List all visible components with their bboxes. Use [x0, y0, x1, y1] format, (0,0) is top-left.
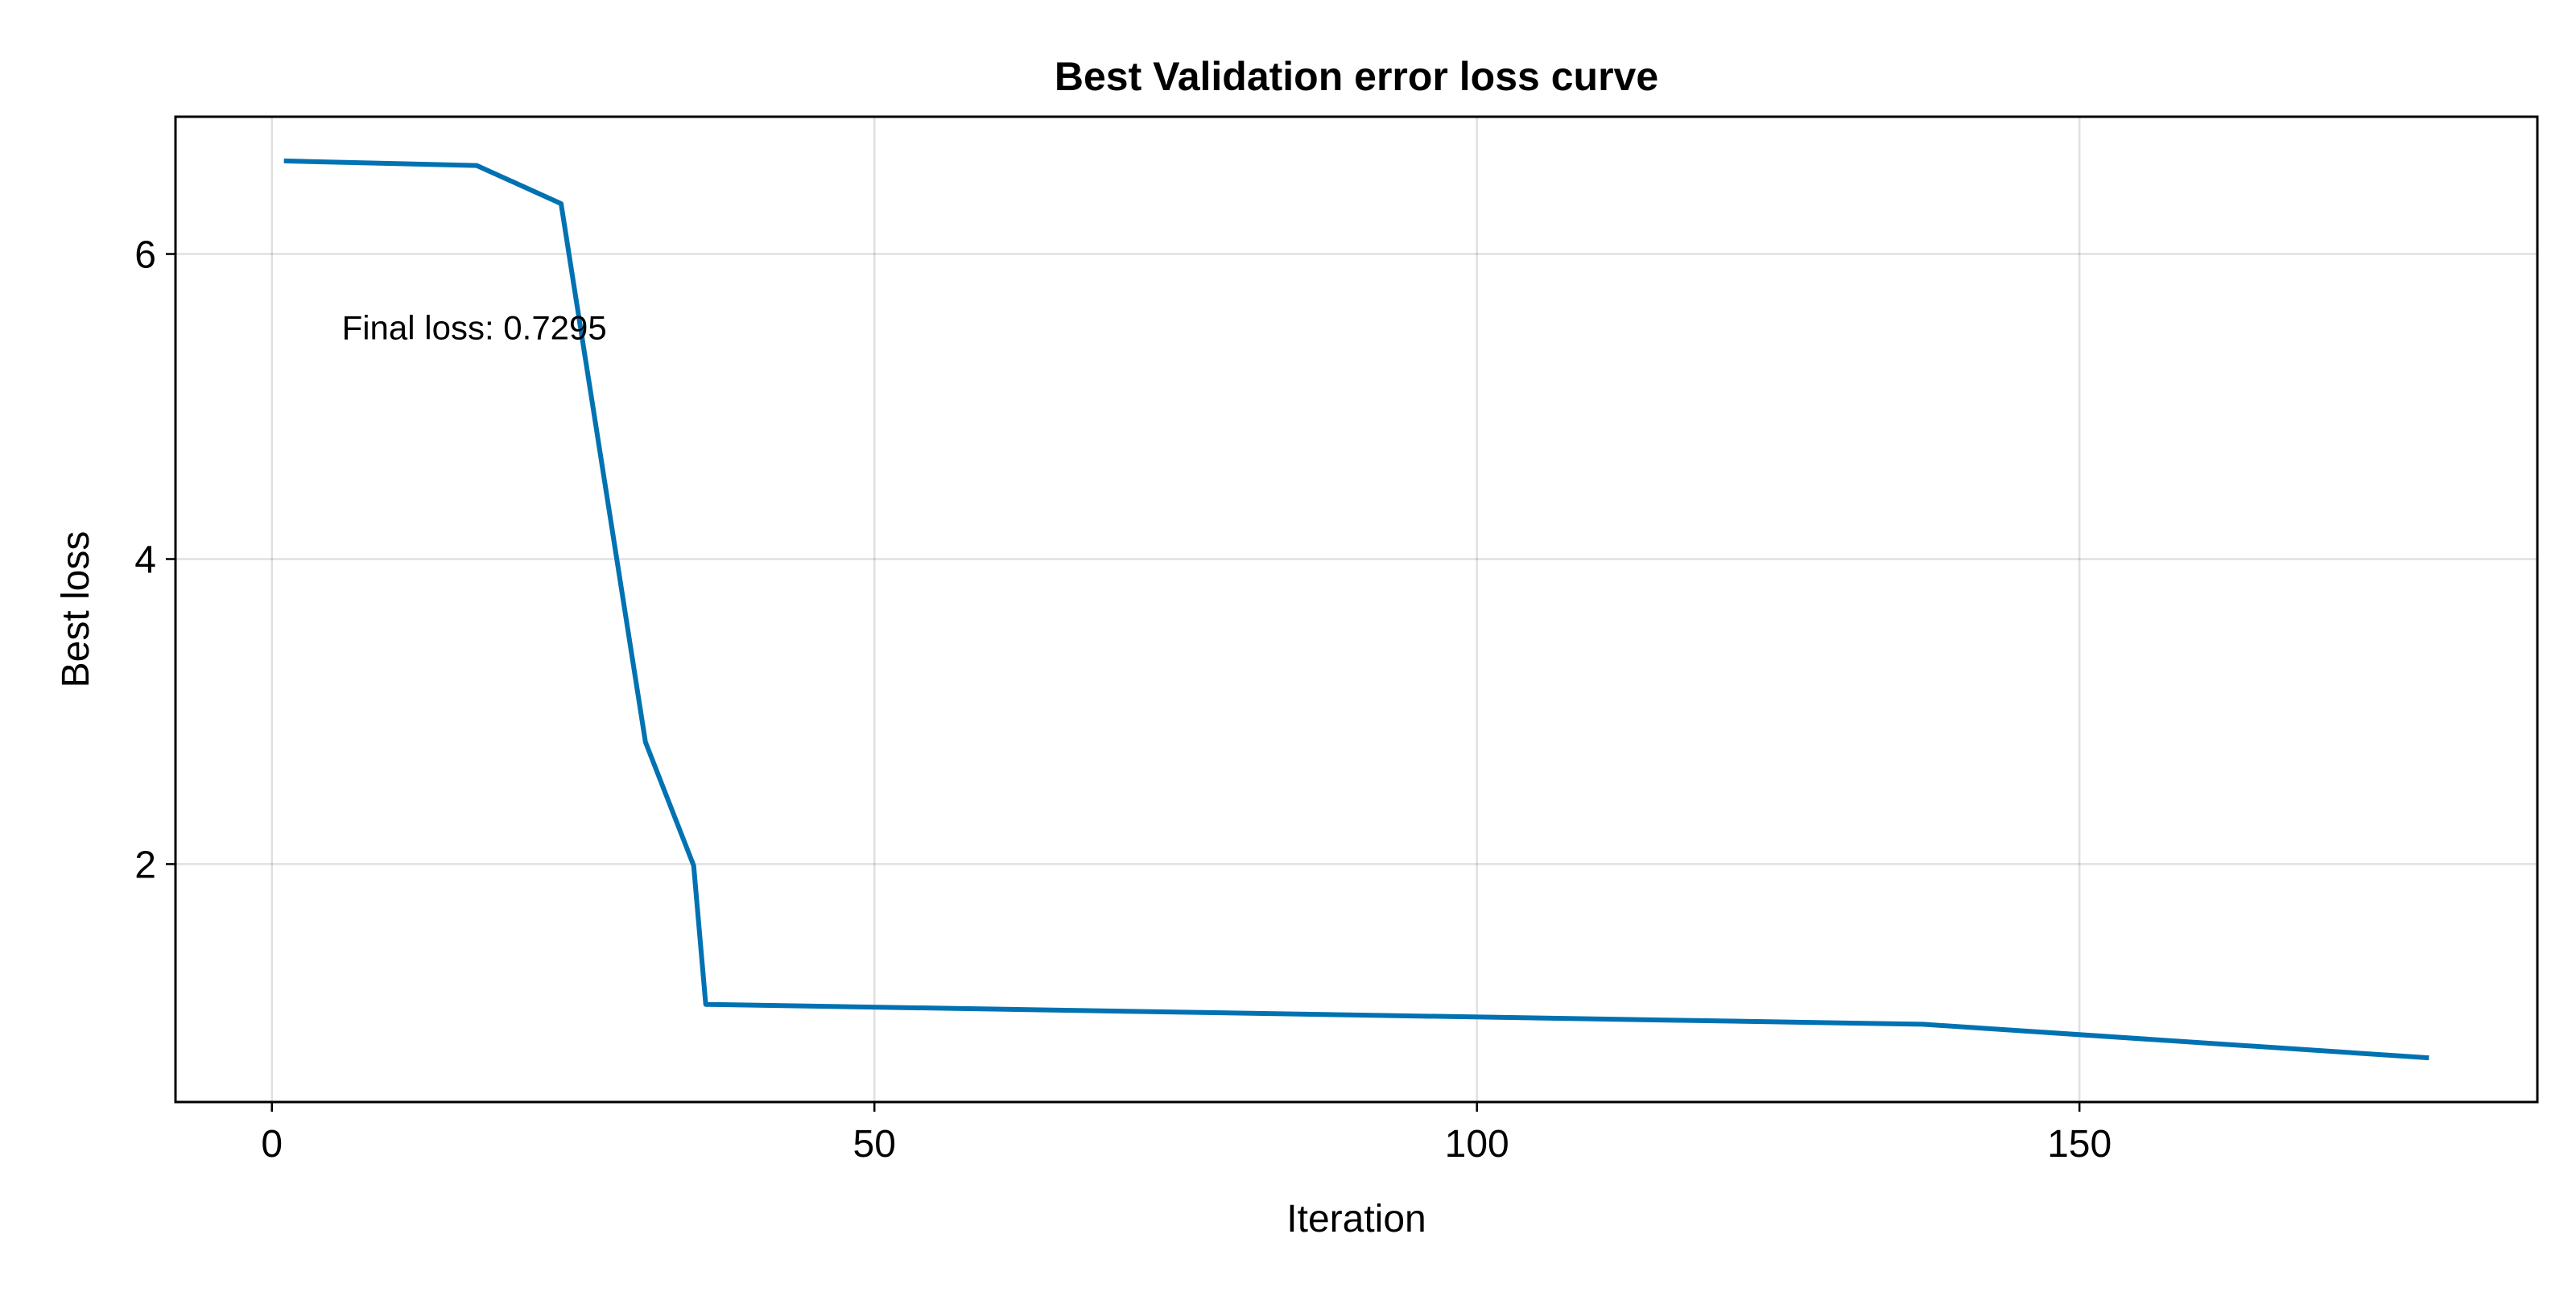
ticks: 0 50 100 150 2 4 6	[134, 234, 2112, 1166]
y-axis-label: Best loss	[55, 531, 97, 688]
loss-series-line	[283, 158, 2429, 1061]
x-tick-label: 150	[2047, 1123, 2112, 1166]
plot-frame	[174, 115, 2539, 1104]
x-tick-label: 50	[853, 1123, 896, 1166]
grid	[175, 117, 2537, 1102]
final-loss-annotation: Final loss: 0.7295	[342, 308, 607, 346]
x-tick-label: 100	[1445, 1123, 1509, 1166]
series-layer	[283, 158, 2429, 1061]
y-tick-label: 6	[134, 234, 156, 277]
x-tick-label: 0	[261, 1123, 283, 1166]
chart-title: Best Validation error loss curve	[1055, 54, 1658, 99]
y-tick-label: 2	[134, 844, 156, 886]
x-axis-label: Iteration	[1286, 1198, 1426, 1240]
y-tick-label: 4	[134, 539, 156, 581]
